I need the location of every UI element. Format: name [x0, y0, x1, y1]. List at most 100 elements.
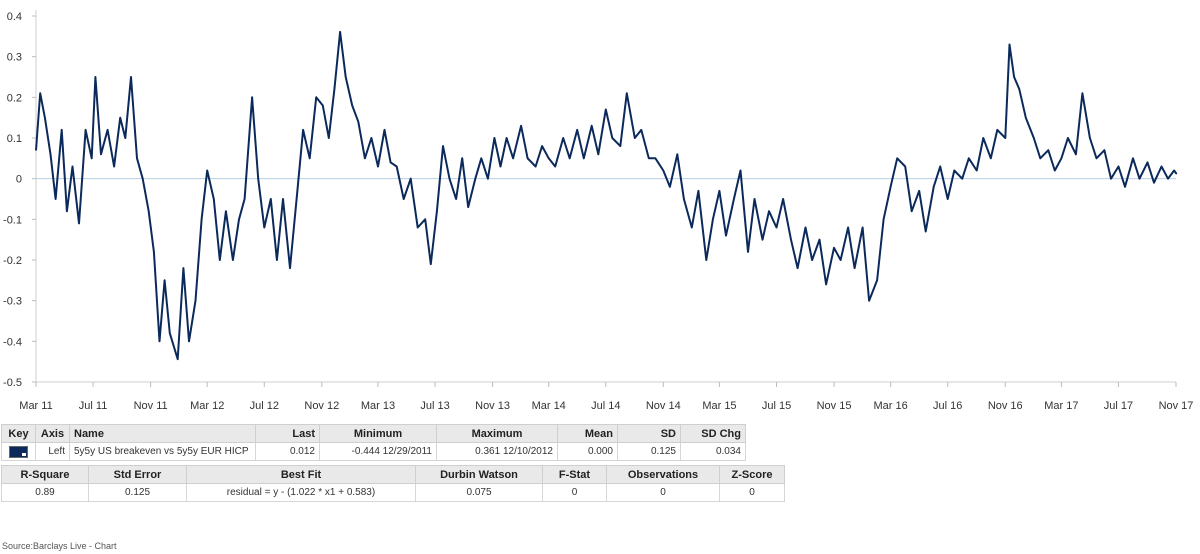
data-point	[605, 108, 607, 111]
data-point	[669, 186, 671, 188]
data-point	[493, 137, 496, 139]
data-point	[370, 137, 373, 139]
data-point	[583, 157, 585, 159]
data-point	[322, 104, 324, 107]
data-point	[94, 76, 97, 78]
fit-header-row: R-Square Std Error Best Fit Durbin Watso…	[1, 465, 785, 484]
stats-header: Axis	[35, 424, 70, 443]
fit-header: R-Square	[1, 465, 89, 484]
data-point	[697, 190, 699, 192]
y-axis-ticks: 0.4 0.3 0.2 0.1 0 -0.1 -0.2 -0.3 -0.4 -0.5	[3, 11, 36, 389]
data-point	[194, 300, 197, 302]
data-point	[541, 145, 543, 147]
data-point	[833, 247, 835, 249]
data-point	[1089, 137, 1091, 139]
data-point	[357, 121, 359, 123]
data-point	[648, 157, 650, 159]
data-point	[430, 263, 432, 265]
data-point	[403, 198, 405, 200]
data-point	[1025, 117, 1027, 119]
f-stat-cell: 0	[542, 483, 607, 502]
data-point	[1103, 149, 1106, 151]
data-point	[164, 279, 166, 281]
data-point	[44, 117, 46, 119]
x-tick-label: Nov 12	[304, 400, 339, 412]
durbin-watson-cell: 0.075	[415, 483, 543, 502]
fit-header: Z-Score	[719, 465, 785, 484]
data-point	[520, 125, 522, 127]
data-point	[839, 259, 842, 261]
data-point	[1081, 92, 1084, 94]
data-point	[968, 157, 970, 159]
data-point	[548, 157, 550, 159]
data-point	[782, 198, 784, 200]
data-point	[410, 178, 412, 180]
data-point	[990, 157, 992, 159]
data-point	[712, 218, 714, 220]
x-tick-label: Nov 16	[988, 400, 1023, 412]
data-point	[257, 178, 259, 180]
stats-header: Name	[69, 424, 256, 443]
data-point	[364, 157, 366, 159]
data-point	[1018, 88, 1020, 90]
data-point	[424, 218, 426, 220]
data-point	[1167, 178, 1169, 180]
data-point	[725, 235, 727, 237]
data-point	[169, 332, 171, 334]
last-cell: 0.012	[255, 442, 320, 461]
maximum-cell: 0.361 12/10/2012	[436, 442, 558, 461]
y-tick-label: 0.2	[7, 92, 22, 104]
source-note: Source:Barclays Live - Chart	[2, 541, 117, 551]
data-point	[1160, 165, 1163, 168]
x-tick-label: Nov 13	[475, 400, 510, 412]
data-point	[136, 157, 138, 159]
data-point	[66, 210, 68, 212]
sd-cell: 0.125	[617, 442, 681, 461]
data-point	[474, 178, 476, 180]
data-point	[244, 198, 246, 200]
sd-chg-cell: 0.034	[680, 442, 746, 461]
data-point	[1124, 186, 1126, 188]
x-tick-label: Mar 12	[190, 400, 224, 412]
std-error-cell: 0.125	[88, 483, 187, 502]
data-point	[389, 161, 392, 163]
data-point	[753, 198, 756, 200]
data-point	[396, 165, 398, 168]
chart-series	[35, 30, 1178, 361]
data-point	[505, 137, 508, 139]
y-tick-label: -0.2	[3, 255, 22, 267]
data-point	[499, 165, 502, 168]
data-point	[683, 198, 685, 200]
data-point	[854, 267, 856, 269]
y-tick-label: 0.4	[7, 11, 22, 23]
data-point	[883, 218, 885, 220]
data-point	[904, 165, 906, 168]
y-tick-label: -0.4	[3, 336, 22, 348]
data-point	[282, 198, 284, 200]
data-point	[142, 178, 144, 180]
data-point	[1004, 137, 1006, 139]
data-point	[996, 129, 998, 131]
data-point	[640, 129, 642, 131]
x-tick-label: Mar 15	[702, 400, 736, 412]
data-point	[512, 157, 514, 159]
stats-table: Key Axis Name Last Minimum Maximum Mean …	[1, 424, 746, 461]
key-cell	[1, 442, 36, 461]
data-point	[100, 153, 102, 155]
data-point	[1173, 169, 1175, 172]
data-point	[1067, 137, 1069, 139]
x-tick-label: Nov 17	[1159, 400, 1194, 412]
data-point	[654, 157, 656, 159]
data-point	[238, 218, 240, 220]
x-tick-label: Jul 15	[762, 400, 791, 412]
fit-header: Durbin Watson	[415, 465, 543, 484]
data-point	[61, 129, 63, 131]
data-point	[562, 137, 564, 139]
data-point	[188, 340, 190, 342]
data-point	[442, 145, 444, 147]
data-point	[130, 76, 132, 78]
data-point	[634, 137, 636, 139]
data-point	[276, 259, 278, 261]
data-point	[1013, 76, 1015, 78]
data-point	[328, 137, 330, 139]
